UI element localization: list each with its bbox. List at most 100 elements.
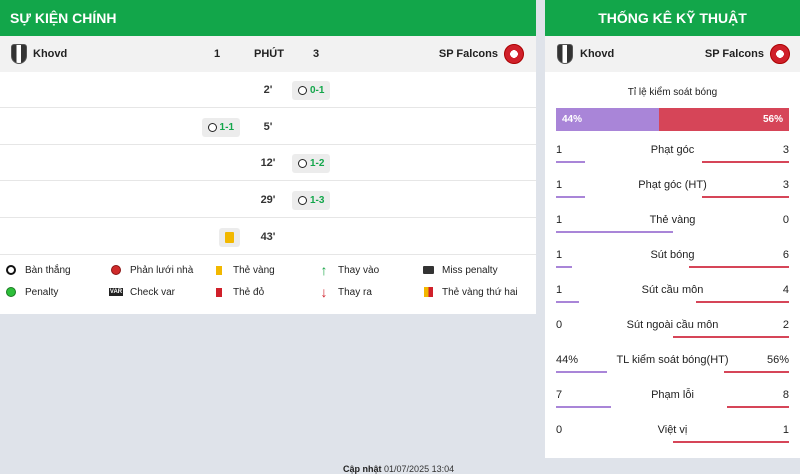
stat-row: 1 Thẻ vàng 0 [556, 214, 789, 244]
stat-row: 0 Việt vị 1 [556, 424, 789, 454]
event-score: 1-2 [310, 158, 325, 170]
stat-row: 1 Phạt góc 3 [556, 144, 789, 174]
minute-header: PHÚT [254, 48, 284, 60]
stat-away-value: 56% [766, 354, 789, 366]
arrow-down-icon: ↓ [320, 284, 328, 300]
stat-home-bar [556, 161, 586, 163]
missed-penalty-icon [422, 266, 434, 274]
soccer-ball-icon [207, 122, 217, 132]
home-team-name: Khovd [33, 48, 68, 60]
away-score: 3 [313, 48, 320, 60]
yellow-card-icon [216, 265, 222, 275]
stats-home-team: Khovd [580, 48, 615, 60]
goal-event-badge: 1-3 [292, 191, 331, 211]
yellow-card-icon [225, 231, 234, 243]
stat-name: TL kiểm soát bóng(HT) [616, 354, 729, 366]
stat-home-bar [556, 371, 608, 373]
stat-row: 1 Sút cầu môn 4 [556, 284, 789, 314]
stat-away-bar [701, 196, 789, 198]
stat-away-value: 1 [782, 424, 789, 436]
stat-name: Phạt góc (HT) [638, 179, 707, 191]
legend-own-goal: Phản lưới nhà [110, 262, 193, 278]
stat-home-value: 1 [556, 249, 563, 261]
stat-away-bar [695, 301, 789, 303]
stat-home-bar [556, 301, 580, 303]
stat-home-value: 0 [556, 319, 563, 331]
legend-penalty: Penalty [5, 284, 58, 300]
stat-home-bar [556, 266, 573, 268]
stat-home-bar [556, 231, 673, 233]
stat-away-value: 3 [782, 179, 789, 191]
stats-team-row: Khovd SP Falcons [545, 36, 800, 72]
stat-name: Phạt góc [650, 144, 695, 156]
event-row: 2' 0-1 [0, 72, 536, 108]
last-updated: Cập nhật 01/07/2025 13:04 [343, 464, 455, 474]
stat-name: Sút ngoài cầu môn [626, 319, 719, 331]
stat-home-bar [556, 406, 611, 408]
stat-home-value: 1 [556, 284, 563, 296]
event-row: 29' 1-3 [0, 182, 536, 219]
event-score: 1-3 [310, 195, 325, 207]
goal-event-badge: 1-1 [201, 117, 240, 137]
main-events-header: SỰ KIỆN CHÍNH [0, 0, 536, 36]
event-minute: 29' [260, 194, 276, 207]
possession-away: 56% [658, 108, 789, 131]
stat-row: 0 Sút ngoài cầu môn 2 [556, 319, 789, 349]
stat-home-value: 0 [556, 424, 563, 436]
penalty-ball-icon [6, 287, 16, 297]
event-score: 1-1 [219, 121, 234, 133]
khovd-crest-icon [557, 44, 573, 64]
soccer-ball-icon [298, 86, 307, 95]
legend-red-card: Thẻ đỏ [213, 284, 264, 300]
event-row: 43' [0, 219, 536, 255]
stat-away-bar [701, 161, 789, 163]
stats-away-team: SP Falcons [704, 48, 764, 60]
stat-away-value: 6 [782, 249, 789, 261]
khovd-crest-icon [11, 44, 27, 64]
arrow-up-icon: ↑ [320, 262, 328, 278]
red-card-icon [216, 287, 222, 297]
stat-name: Việt vị [657, 424, 688, 436]
stat-away-value: 0 [782, 214, 789, 226]
stat-away-value: 4 [782, 284, 789, 296]
technical-stats-panel: THỐNG KÊ KỸ THUẬT Khovd SP Falcons Tỉ lệ… [545, 0, 800, 458]
stat-away-bar [672, 441, 789, 443]
stat-away-value: 2 [782, 319, 789, 331]
legend-sub-in: ↑ Thay vào [320, 262, 380, 278]
soccer-ball-icon [6, 265, 16, 275]
goal-event-badge: 1-2 [292, 154, 331, 174]
legend-second-yellow: Thẻ vàng thứ hai [422, 284, 518, 300]
technical-stats-header: THỐNG KÊ KỸ THUẬT [545, 0, 800, 36]
stat-row: 7 Phạm lỗi 8 [556, 389, 789, 419]
legend-goal: Bàn thắng [5, 262, 71, 278]
stat-home-value: 44% [556, 354, 579, 366]
stat-name: Phạm lỗi [651, 389, 694, 401]
event-row: 5' 1-1 [0, 109, 536, 145]
event-score: 0-1 [310, 85, 325, 96]
stat-away-value: 8 [782, 389, 789, 401]
possession-home: 44% [556, 108, 659, 131]
main-events-title: SỰ KIỆN CHÍNH [10, 10, 117, 26]
possession-title: Tỉ lệ kiểm soát bóng [627, 87, 718, 98]
soccer-ball-icon [298, 159, 307, 169]
card-event-badge [219, 227, 240, 247]
stat-row: 44% TL kiểm soát bóng(HT) 56% [556, 354, 789, 384]
stat-away-value: 3 [782, 144, 789, 156]
stat-home-value: 7 [556, 389, 563, 401]
second-yellow-card-icon [423, 287, 433, 297]
legend-sub-out: ↓ Thay ra [320, 284, 372, 300]
possession-bar: 44% 56% [556, 108, 789, 131]
stat-row: 1 Sút bóng 6 [556, 249, 789, 279]
soccer-ball-icon [298, 196, 307, 206]
goal-event-badge: 0-1 [292, 81, 331, 100]
stat-away-bar [723, 371, 789, 373]
event-minute: 5' [263, 120, 273, 133]
away-team-name: SP Falcons [438, 48, 498, 60]
sp-falcons-crest-icon [770, 44, 790, 64]
stat-away-bar [727, 406, 789, 408]
stat-away-bar [672, 336, 789, 338]
stat-home-value: 1 [556, 179, 563, 191]
sp-falcons-crest-icon [504, 44, 524, 64]
stat-home-bar [556, 196, 586, 198]
stat-name: Thẻ vàng [649, 214, 696, 226]
